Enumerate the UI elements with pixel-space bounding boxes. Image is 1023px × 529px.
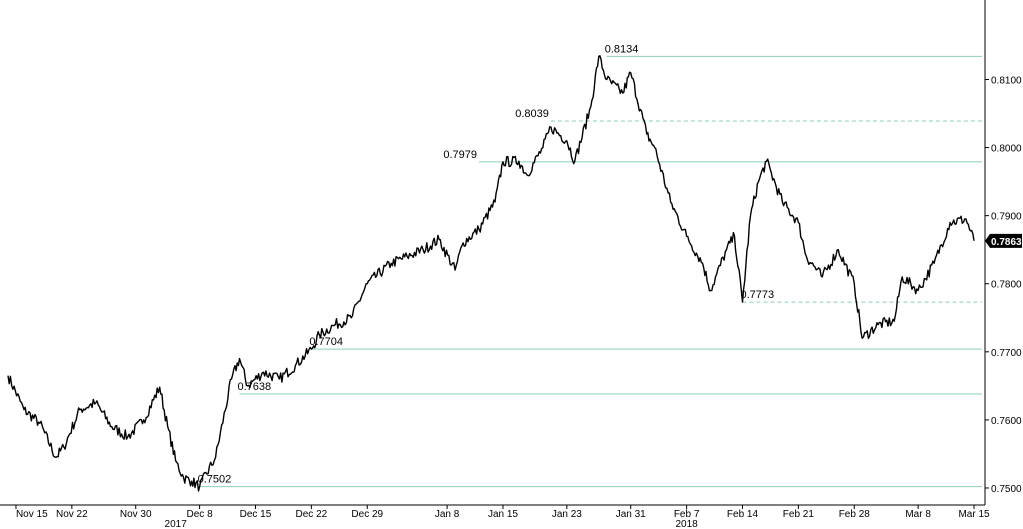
- x-tick-label: Dec 15: [240, 509, 272, 520]
- y-tick-label: 0.7900: [991, 212, 1022, 223]
- x-tick-label: Mar 15: [958, 509, 990, 520]
- x-tick-label: Dec 8: [187, 509, 214, 520]
- level-label: 0.7773: [740, 289, 774, 301]
- x-axis: Nov 15 Nov 22 Nov 30 Dec 8 Dec 15 Dec 22 Dec 2…: [0, 504, 990, 529]
- year-label: 2017: [165, 519, 188, 529]
- year-label: 2018: [675, 519, 698, 529]
- x-tick-label: Dec 22: [296, 509, 328, 520]
- y-tick-label: 0.7700: [991, 348, 1022, 359]
- x-tick-label: Jan 15: [488, 509, 518, 520]
- y-tick-label: 0.7800: [991, 280, 1022, 291]
- x-tick-label: Feb 14: [727, 509, 759, 520]
- x-tick-label: Feb 28: [839, 509, 871, 520]
- y-tick-label: 0.8100: [991, 75, 1022, 86]
- y-tick-label: 0.8000: [991, 144, 1022, 155]
- level-label: 0.7638: [238, 381, 272, 393]
- x-tick-label: Nov 22: [56, 509, 88, 520]
- x-tick-label: Nov 30: [120, 509, 152, 520]
- x-tick-label: Feb 21: [783, 509, 815, 520]
- last-value-label: 0.7863: [991, 237, 1022, 248]
- level-label: 0.8134: [605, 43, 639, 55]
- x-tick-label: Mar 8: [905, 509, 931, 520]
- x-tick-label: Jan 31: [616, 509, 646, 520]
- level-label: 0.7502: [198, 474, 232, 486]
- price-series-line: [7, 55, 975, 492]
- x-tick-label: Nov 15: [16, 509, 48, 520]
- x-tick-label: Feb 7: [674, 509, 700, 520]
- x-tick-label: Jan 23: [552, 509, 582, 520]
- y-axis: 0.7500 0.7600 0.7700 0.7800 0.7900 0.8000 0.81…: [984, 0, 1022, 505]
- level-label: 0.8039: [515, 108, 549, 120]
- last-value-badge: 0.7863: [985, 233, 1022, 248]
- level-label: 0.7704: [309, 336, 343, 348]
- series-group: [7, 55, 975, 492]
- x-tick-label: Jan 8: [435, 509, 460, 520]
- level-labels: 0.8134 0.8039 0.7979 0.7773 0.7704 0.7638 0.75…: [198, 43, 775, 485]
- level-lines: [199, 55, 982, 488]
- last-value-badge-shape: [985, 233, 1022, 248]
- y-tick-label: 0.7500: [991, 484, 1022, 495]
- level-label: 0.7979: [443, 149, 477, 161]
- x-tick-label: Dec 29: [351, 509, 383, 520]
- y-tick-label: 0.7600: [991, 416, 1022, 427]
